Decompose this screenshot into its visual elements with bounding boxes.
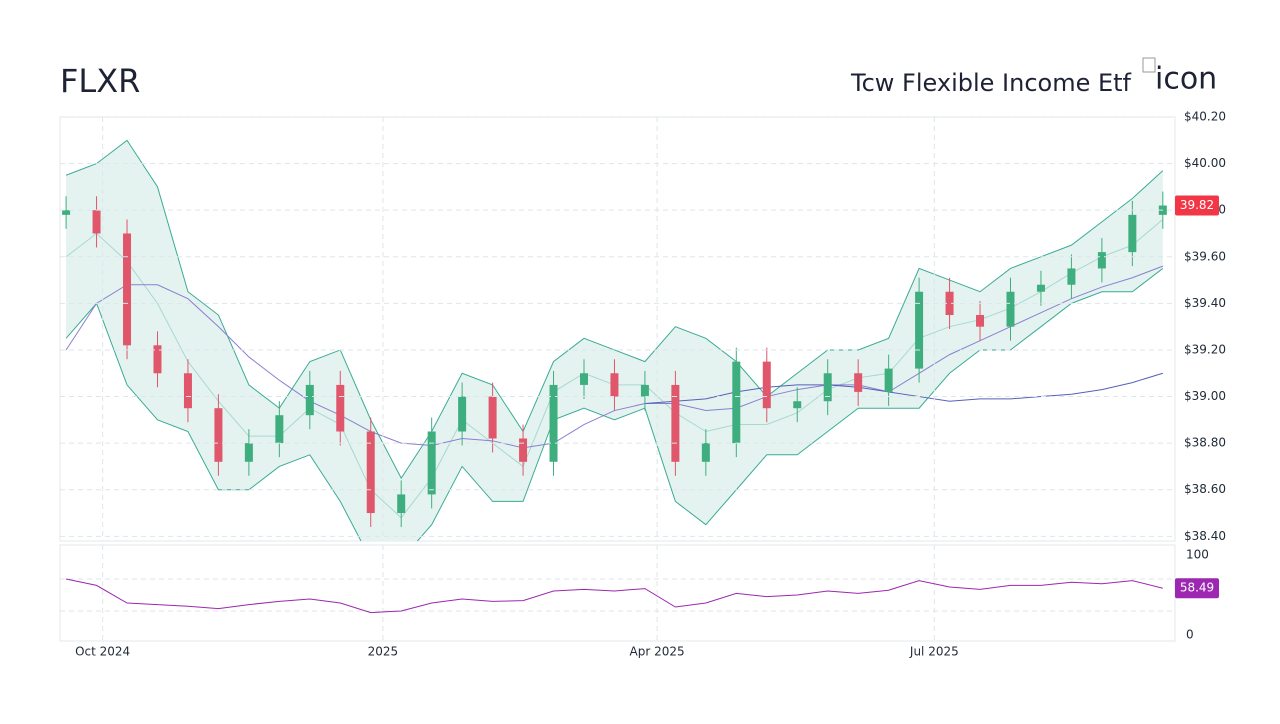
candle-body (823, 373, 832, 402)
candle-body (153, 345, 162, 374)
candle-body (854, 373, 863, 392)
band-upper (65, 139, 1164, 480)
rsi-tag-bg (1175, 578, 1219, 599)
price-tag-bg (1175, 195, 1219, 216)
y-tick-label: $38.80 (1184, 436, 1226, 450)
candle-body (183, 373, 192, 409)
x-tick-label: Apr 2025 (630, 645, 685, 659)
candle-body (732, 361, 741, 444)
candle-body (1067, 268, 1076, 285)
candle-body (123, 233, 132, 346)
y-tick-label: $39.00 (1184, 389, 1226, 403)
candle-body (976, 315, 985, 327)
candle-body (915, 291, 924, 369)
candle-body (1006, 291, 1015, 327)
candle-body (458, 396, 467, 432)
candle-body (305, 384, 314, 416)
chart-subtitle: Tcw Flexible Income Etf (850, 69, 1132, 97)
y-tick-label: $39.20 (1184, 342, 1226, 356)
candle-body (519, 438, 528, 462)
candle-body (488, 396, 497, 439)
rsi-tick-label: 0 (1186, 628, 1194, 642)
candle-body (549, 384, 558, 462)
price-tag: 39.82 (1180, 198, 1214, 212)
price-plot (62, 139, 1167, 541)
rsi-line (65, 578, 1163, 614)
y-tick-label: $40.20 (1184, 110, 1226, 124)
logo-alt: icon (1155, 62, 1217, 97)
candle-body (762, 361, 771, 409)
candle-body (945, 291, 954, 316)
candle-body (884, 368, 893, 392)
candle-body (336, 384, 345, 432)
chart-title: FLXR (60, 62, 140, 100)
rsi-tag: 58.49 (1180, 581, 1214, 595)
x-tick-label: Oct 2024 (75, 645, 130, 659)
moving-average (644, 372, 1163, 405)
candle-body (1036, 284, 1045, 292)
price-frame (59, 116, 1176, 542)
candle-body (610, 373, 619, 397)
candle-body (640, 384, 649, 397)
candle-body (1097, 252, 1106, 269)
y-tick-label: $38.60 (1184, 482, 1226, 496)
candle-body (62, 210, 71, 215)
y-tick-label: $39.40 (1184, 296, 1226, 310)
y-tick-label: $39.60 (1184, 249, 1226, 263)
candle-body (92, 210, 101, 234)
rsi-frame (59, 544, 1176, 642)
candle-body (366, 431, 375, 514)
candle-body (275, 415, 284, 444)
y-tick-label: $40.00 (1184, 156, 1226, 170)
candle-body (427, 431, 436, 495)
y-tick-label: $38.40 (1184, 529, 1226, 543)
candle-body (579, 373, 588, 385)
rsi-tick-label: 100 (1186, 548, 1209, 562)
broken-image (1142, 57, 1156, 73)
candle-body (244, 443, 253, 462)
candle-body (397, 494, 406, 514)
candle-body (214, 408, 223, 462)
x-tick-label: Jul 2025 (909, 645, 959, 659)
candle-body (671, 384, 680, 462)
candle-body (793, 401, 802, 409)
x-tick-label: 2025 (368, 645, 399, 659)
candle-body (1128, 214, 1137, 253)
candle-body (701, 443, 710, 462)
